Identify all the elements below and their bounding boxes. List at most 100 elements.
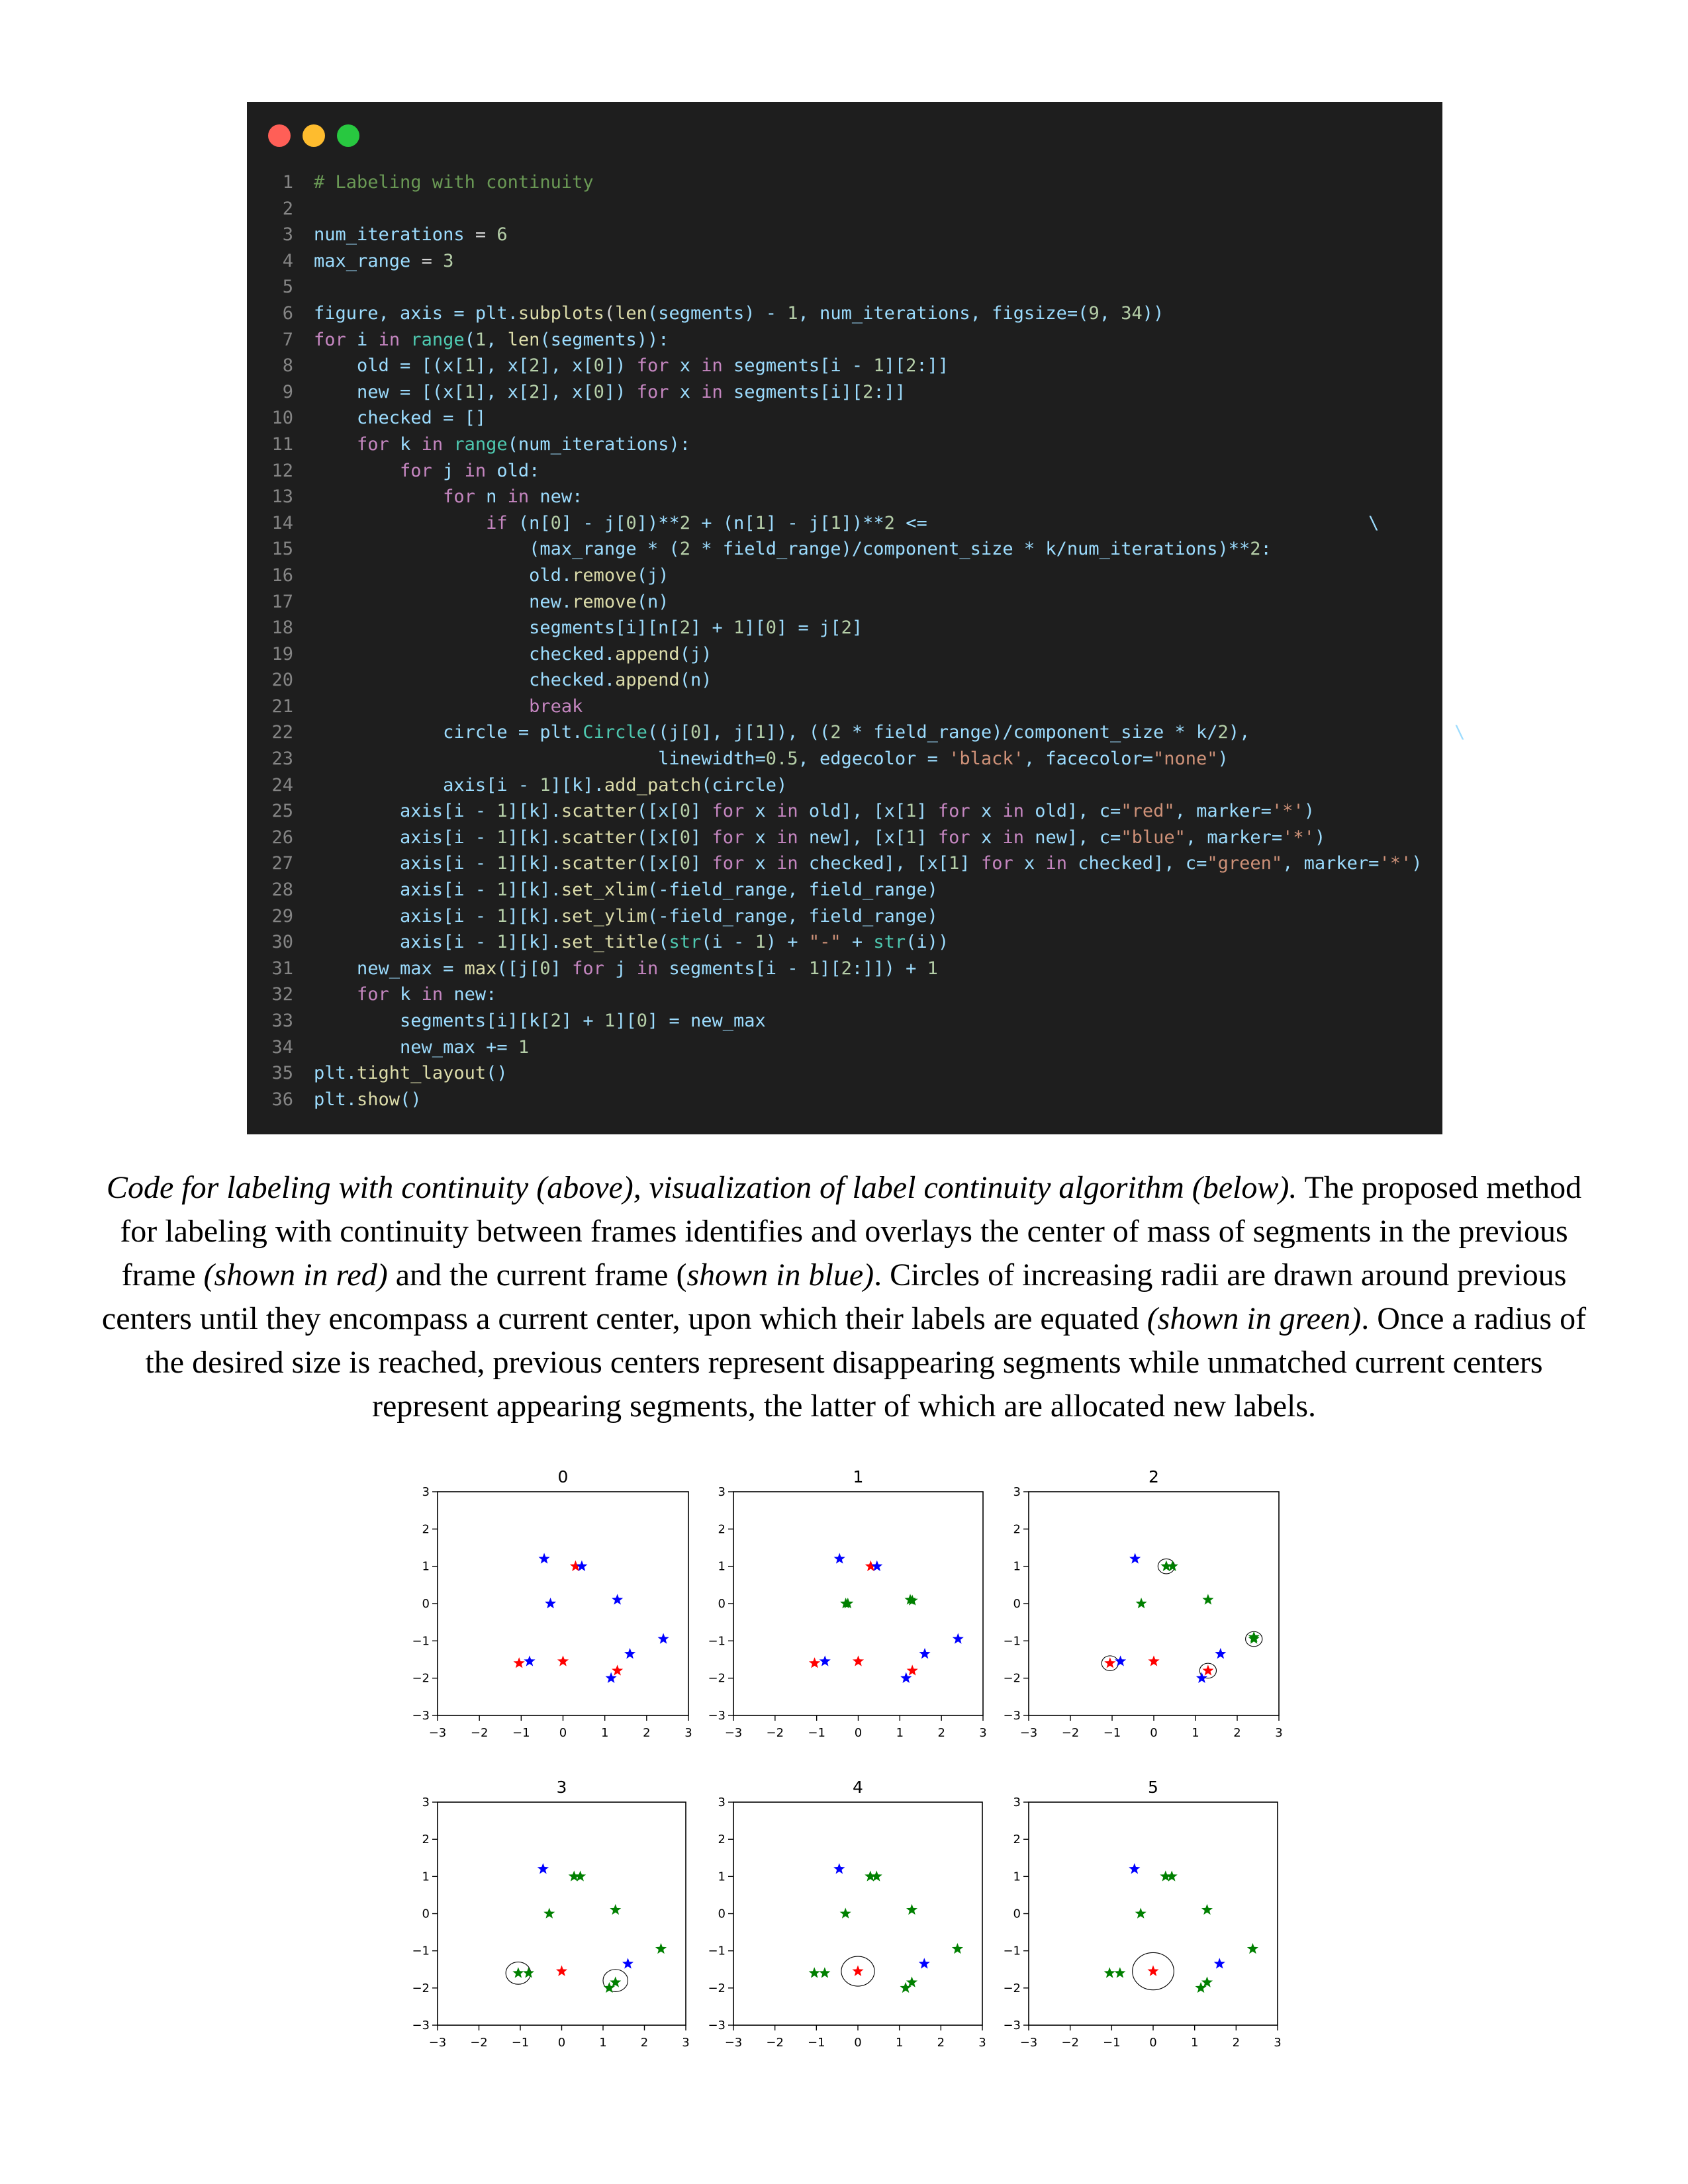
code-token: 1: [496, 880, 508, 901]
blue-center-point: [576, 1560, 588, 1571]
code-token: new = [(x[: [314, 381, 465, 402]
code-token: 0: [593, 355, 604, 377]
x-tick-label: 0: [1149, 2036, 1156, 2050]
y-tick-label: 3: [718, 1796, 726, 1809]
code-token: 2: [906, 355, 917, 377]
blue-center-point: [624, 1648, 636, 1659]
code-token: ): [1411, 853, 1423, 874]
code-token: in: [776, 853, 798, 874]
code-token: '*': [1282, 827, 1315, 848]
red-center-point: [1104, 1657, 1116, 1668]
code-token: ]: [916, 801, 938, 822]
code-token: (: [658, 932, 669, 953]
code-token: segments[i][n[: [314, 617, 680, 639]
line-number: 17: [271, 591, 293, 612]
maximize-dot-icon[interactable]: [337, 124, 359, 147]
code-token: (n): [636, 591, 669, 612]
scatter-panel: 5 −3 −2 −1 0 1 2 3 −3 −2 −1 0 1 2 3: [1003, 1778, 1281, 2050]
code-token: :]]) +: [851, 958, 927, 979]
y-tick-label: −3: [1003, 2019, 1021, 2032]
code-token: 1: [949, 853, 960, 874]
code-token: set_title: [561, 932, 659, 953]
red-center-point: [1148, 1655, 1160, 1666]
code-text: circle = plt.Circle((j[0], j[1]), ((2 * …: [314, 719, 1465, 746]
y-tick-label: 2: [422, 1833, 430, 1846]
code-token: in: [464, 460, 487, 481]
x-tick-label: 0: [559, 1726, 567, 1740]
x-tick-label: 1: [599, 2036, 606, 2050]
line-number: 6: [282, 302, 293, 324]
y-tick-label: −1: [708, 1634, 726, 1648]
code-token: new_max +=: [314, 1036, 518, 1058]
x-tick-label: −1: [808, 2036, 825, 2050]
line-number: 10: [271, 408, 293, 429]
code-token: 0: [679, 827, 690, 848]
code-token: ] +: [690, 617, 733, 639]
line-number: 14: [271, 512, 293, 533]
code-token: old], c=: [1024, 801, 1121, 822]
code-token: ([x[: [636, 801, 680, 822]
y-tick-label: −1: [1003, 1634, 1021, 1648]
code-token: 2: [841, 617, 852, 639]
code-token: 2: [830, 722, 841, 743]
x-tick-label: −3: [725, 2036, 743, 2050]
y-tick-label: 3: [718, 1485, 726, 1499]
line-number: 4: [282, 250, 293, 271]
figure-caption: Code for labeling with continuity (above…: [99, 1166, 1589, 1428]
code-token: 1: [830, 512, 841, 533]
blue-center-point: [605, 1672, 617, 1683]
code-token: ][k].: [550, 774, 604, 796]
green-center-point: [870, 1870, 882, 1882]
search-radius-circle: [841, 1956, 875, 1987]
y-tick-label: −1: [708, 1944, 726, 1958]
code-token: 2: [529, 381, 540, 402]
y-tick-label: −2: [412, 1672, 430, 1686]
line-number: 3: [282, 224, 293, 246]
line-number: 27: [271, 853, 293, 874]
code-token: (num_iterations):: [507, 433, 690, 455]
panel-title: 0: [558, 1467, 569, 1486]
code-text: max_range = 3: [314, 248, 453, 275]
red-center-point: [1147, 1965, 1159, 1976]
y-tick-label: 1: [1013, 1870, 1021, 1884]
code-token: 2: [679, 512, 691, 533]
code-text: axis[i - 1][k].set_ylim(-field_range, fi…: [314, 903, 938, 930]
x-tick-label: −1: [1103, 1726, 1121, 1740]
code-token: * field_range)/component_size * k/num_it…: [690, 539, 1250, 560]
red-center-point: [513, 1657, 525, 1668]
blue-center-point: [1115, 1655, 1127, 1666]
code-token: 1: [496, 932, 508, 953]
y-tick-label: 1: [422, 1560, 430, 1574]
code-token: ][k].: [507, 801, 561, 822]
code-token: :]]: [873, 381, 906, 402]
code-token: ] +: [561, 1011, 604, 1031]
green-center-point: [1114, 1967, 1126, 1978]
code-token: , facecolor=: [1023, 749, 1153, 770]
blue-center-point: [1213, 1958, 1225, 1969]
close-dot-icon[interactable]: [268, 124, 291, 147]
code-token: ][: [744, 617, 766, 639]
blue-center-point: [657, 1633, 669, 1644]
code-token: ]: [690, 801, 712, 822]
code-text: if (n[0] - j[0])**2 + (n[1] - j[1])**2 <…: [314, 510, 1379, 537]
red-center-point: [852, 1655, 865, 1666]
minimize-dot-icon[interactable]: [303, 124, 325, 147]
code-token: checked], c=: [1067, 853, 1207, 874]
green-center-point: [906, 1594, 918, 1606]
caption-text: The proposed method for labeling with co…: [120, 1170, 1582, 1293]
code-token: (max_range * (: [314, 539, 680, 560]
code-text: new = [(x[1], x[2], x[0]) for x in segme…: [314, 379, 906, 406]
code-token: remove: [572, 565, 637, 586]
code-token: 1: [927, 958, 938, 979]
code-token: ]): [604, 381, 637, 402]
code-token: ], x[: [539, 381, 594, 402]
code-token: max_range: [314, 250, 411, 271]
code-token: x: [970, 801, 1003, 822]
code-token: 2: [841, 958, 852, 979]
code-text: (max_range * (2 * field_range)/component…: [314, 536, 1272, 563]
code-token: 0: [679, 853, 690, 874]
code-token: in: [701, 355, 723, 377]
code-token: ]: [690, 827, 712, 848]
y-tick-label: 2: [422, 1522, 430, 1536]
y-tick-label: 1: [422, 1870, 430, 1884]
